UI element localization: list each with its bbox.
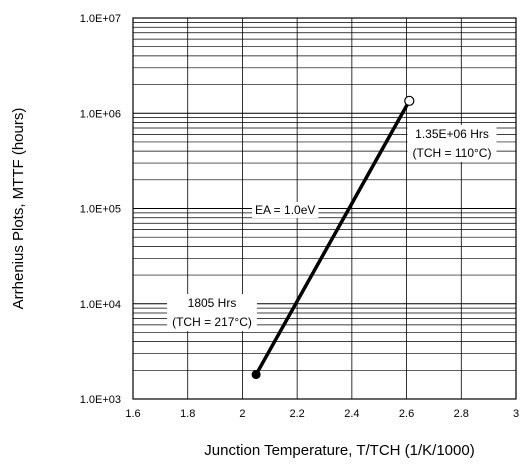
x-tick-label: 1.6 [125,408,140,420]
low-mttf-annotation: 1805 Hrs [188,296,237,310]
low-annotation-background [167,294,257,331]
x-tick-label: 2.8 [454,408,469,420]
y-tick-label: 1.0E+05 [80,204,121,216]
x-tick-label: 1.8 [180,408,195,420]
x-tick-label: 3 [513,408,519,420]
y-tick-label: 1.0E+04 [80,299,121,311]
plot-border [132,17,517,400]
y-tick-label: 1.0E+07 [80,13,121,25]
data-point-low [251,370,261,380]
y-tick-label: 1.0E+06 [80,108,121,120]
y-tick-label: 1.0E+03 [80,394,121,406]
ea-label-background [252,202,319,218]
y-axis-title: Arrhenius Plots, MTTF (hours) [10,108,27,310]
x-tick-labels: 1.6 1.8 2 2.2 2.4 2.6 2.8 3 [125,408,519,420]
low-temp-annotation: (TCH = 217°C) [172,315,252,329]
x-axis-title: Junction Temperature, T/TCH (1/K/1000) [204,442,474,459]
x-tick-label: 2.4 [344,408,359,420]
high-mttf-annotation: 1.35E+06 Hrs [415,127,489,141]
y-tick-labels: 1.0E+03 1.0E+04 1.0E+05 1.0E+06 1.0E+07 [80,13,121,406]
grid [133,18,516,399]
x-tick-label: 2.6 [399,408,414,420]
x-tick-label: 2.2 [289,408,304,420]
high-annotation-background [407,125,497,162]
x-tick-label: 2 [239,408,245,420]
high-temp-annotation: (TCH = 110°C) [413,146,492,160]
data-point-high [404,95,415,106]
ea-annotation: EA = 1.0eV [255,203,315,217]
mttf-line [254,99,412,377]
